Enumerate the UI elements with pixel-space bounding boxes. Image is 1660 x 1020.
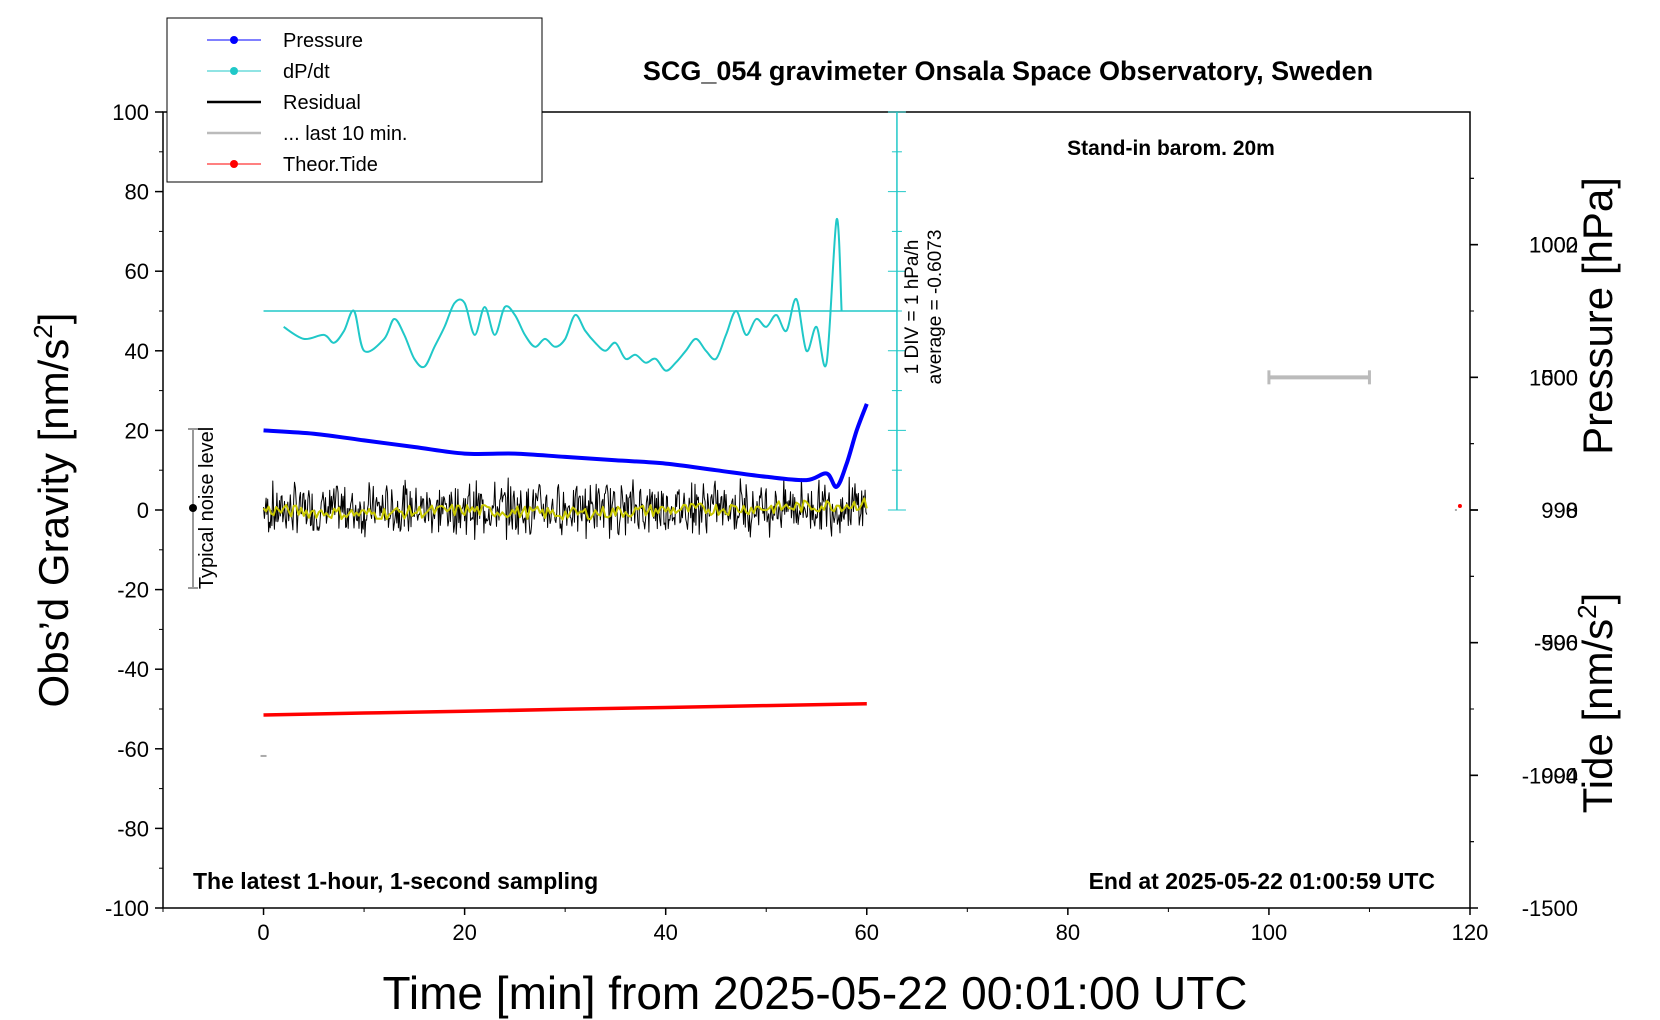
dpdt-line [283,218,843,372]
pressure-tick-label: 998 [1541,498,1578,523]
residual-line [263,476,868,540]
x-tick-label: 40 [653,920,677,945]
x-axis: 0 20 40 60 80 100 120 [162,908,1489,945]
tide-label-sup: 2 [1572,604,1602,618]
y-left-tick-label: 60 [125,259,149,284]
noise-level-label: Typical noise level [196,427,218,589]
x-axis-label: Time [min] from 2025-05-22 00:01:00 UTC [383,967,1248,1019]
dpdt-scale-text-1: 1 DIV = 1 hPa/h [902,240,923,375]
series-layer [260,218,1462,757]
tide-tick-label: 0 [1566,498,1578,523]
legend-label: ... last 10 min. [283,123,408,145]
pressure-tick-label: 996 [1541,631,1578,656]
y-left-tick-label: -100 [105,896,149,921]
pressure-axis-label: Pressure [hPa] [1574,177,1621,455]
legend-label: dP/dt [283,61,330,83]
y-left-tick-label: 40 [125,339,149,364]
tide-axis-label: Tide [nm/s2] [1572,593,1621,814]
legend-marker [230,67,238,75]
pressure-tick-label: 1000 [1529,365,1578,390]
pressure-tick-label: 994 [1541,763,1578,788]
noise-center-dot [189,504,197,512]
y-left-tick-label: 20 [125,418,149,443]
y-left-tick-label: -40 [117,657,149,682]
dpdt-scale-text-2: average = -0.6073 [925,230,946,385]
y-left-label-main: Obs’d Gravity [nm/s [30,339,77,708]
x-tick-label: 0 [257,920,269,945]
legend: Pressure dP/dt Residual ... last 10 min. The… [166,17,543,183]
y-left-axis-label: Obs’d Gravity [nm/s2] [28,313,77,708]
y-left-tick-label: -60 [117,737,149,762]
tide-tick-label: -1000 [1522,763,1578,788]
y-left-tick-label: 80 [125,180,149,205]
y-left-tick-label: 0 [137,498,149,523]
tide-tick-label: 1000 [1529,233,1578,258]
legend-box [166,17,543,183]
tide-tick-label: 500 [1541,365,1578,390]
x-tick-label: 100 [1251,920,1288,945]
stand-in-barometer-note: Stand-in barom. 20m [1067,137,1275,160]
y-left-tick-label: -80 [117,816,149,841]
y-left-tick-label: 100 [112,100,149,125]
pressure-line [263,403,869,489]
legend-label: Residual [283,92,361,114]
y-left-axis: -100 -80 -60 -40 -20 0 20 40 60 80 100 [105,100,163,921]
y-left-label-sup: 2 [28,324,58,338]
legend-label: Theor.Tide [283,154,378,176]
x-tick-label: 60 [855,920,879,945]
x-tick-label: 80 [1056,920,1080,945]
tide-label-close: ] [1574,593,1621,605]
legend-label: Pressure [283,30,363,52]
legend-marker [230,160,238,168]
tide-label-main: Tide [nm/s [1574,619,1621,814]
tide-tick-label: -500 [1534,631,1578,656]
pressure-tick-label: 1002 [1529,233,1578,258]
y-left-label-close: ] [30,313,77,325]
residual-smoothed-line [262,497,868,521]
tide-tick-label: -1500 [1522,896,1578,921]
sampling-note: The latest 1-hour, 1-second sampling [193,868,598,894]
end-time-note: End at 2025-05-22 01:00:59 UTC [1089,868,1435,894]
x-tick-label: 120 [1452,920,1489,945]
y-left-tick-label: -20 [117,578,149,603]
legend-marker [230,36,238,44]
noise-level-marker: Typical noise level [188,427,218,589]
tide-last-point [1457,504,1462,509]
chart-title: SCG_054 gravimeter Onsala Space Observat… [643,56,1373,86]
x-tick-label: 20 [452,920,476,945]
tide-line [263,702,867,717]
